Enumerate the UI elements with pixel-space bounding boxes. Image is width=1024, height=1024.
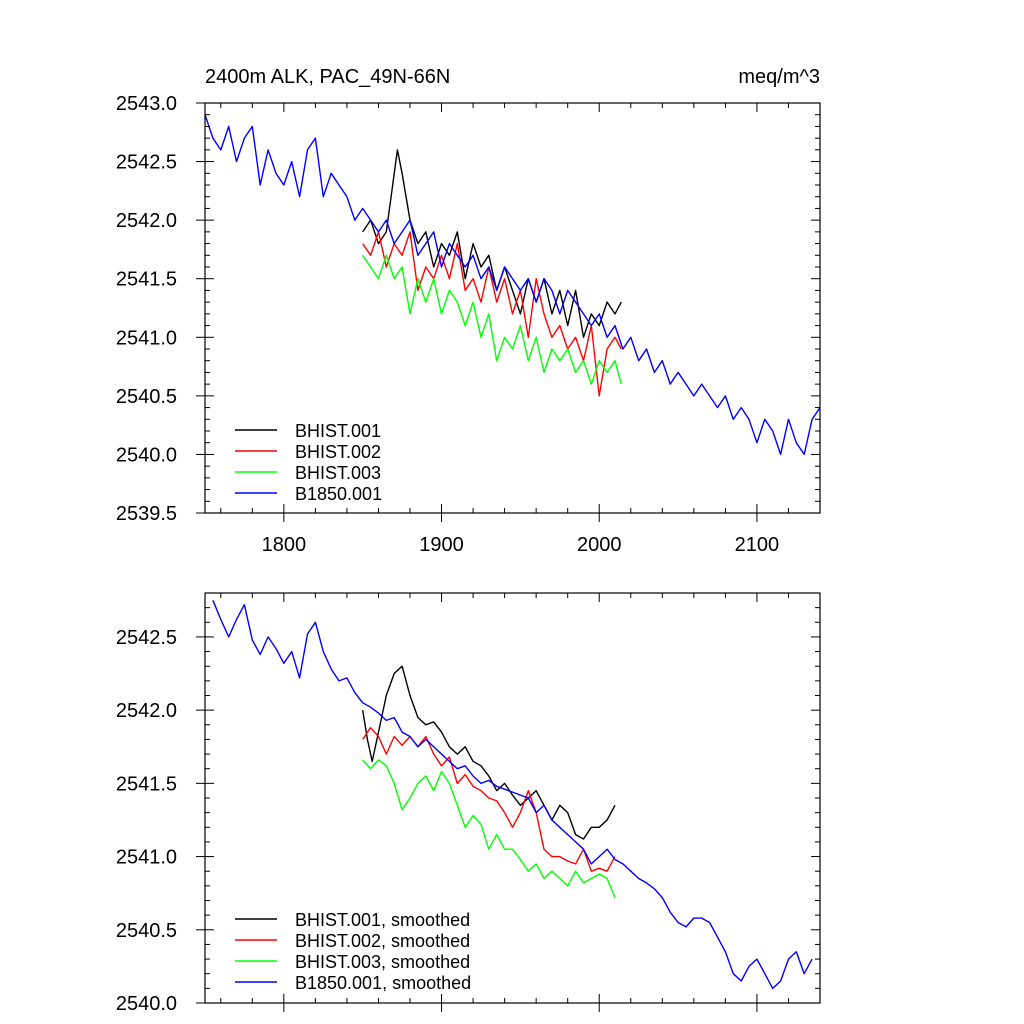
legend-label: BHIST.002, smoothed: [295, 931, 470, 951]
y-tick-label: 2541.5: [116, 269, 177, 291]
legend-label: BHIST.001: [295, 421, 381, 441]
series-line-b1850-001: [204, 114, 821, 456]
legend-label: BHIST.003, smoothed: [295, 952, 470, 972]
legend-label: BHIST.001, smoothed: [295, 910, 470, 930]
top-panel: 1800 1900 2000 2100 2539.5 2540.0 2540.5 2541.0…: [116, 66, 821, 556]
x-tick-label: 2000: [577, 534, 622, 556]
y-tick-label: 2542.0: [116, 700, 177, 722]
series-line-bhist-003: [362, 254, 622, 385]
series-line-bhist-002: [362, 727, 616, 872]
y-tick-label: 2539.5: [116, 503, 177, 525]
units-label: meq/m^3: [738, 66, 820, 88]
plot-frame: [204, 102, 821, 514]
legend-label: BHIST.002: [295, 442, 381, 462]
y-tick-label: 2541.5: [116, 773, 177, 795]
legend-label: B1850.001, smoothed: [295, 973, 471, 993]
y-tick-label: 2540.0: [116, 993, 177, 1015]
y-tick-label: 2542.5: [116, 152, 177, 174]
y-tick-label: 2540.5: [116, 386, 177, 408]
chart-title: 2400m ALK, PAC_49N-66N: [205, 66, 450, 88]
y-tick-label: 2540.5: [116, 920, 177, 942]
legend-label: B1850.001: [295, 484, 382, 504]
bottom-panel: 2540.0 2540.5 2541.0 2541.5 2542.0 2542.5 BHIS…: [116, 592, 821, 1015]
series-line-bhist-002: [362, 231, 622, 397]
x-tick-label: 2100: [735, 534, 780, 556]
y-tick-label: 2541.0: [116, 847, 177, 869]
series-line-bhist-001: [362, 149, 622, 338]
x-tick-label: 1900: [419, 534, 464, 556]
y-tick-label: 2542.5: [116, 627, 177, 649]
series-line-b1850-001: [212, 600, 813, 990]
legend-label: BHIST.003: [295, 463, 381, 483]
x-tick-label: 1800: [262, 534, 307, 556]
y-tick-label: 2540.0: [116, 444, 177, 466]
series-line-bhist-001: [362, 665, 616, 840]
y-tick-label: 2543.0: [116, 93, 177, 115]
y-tick-label: 2542.0: [116, 210, 177, 232]
y-tick-label: 2541.0: [116, 327, 177, 349]
series-line-bhist-003: [362, 759, 616, 898]
